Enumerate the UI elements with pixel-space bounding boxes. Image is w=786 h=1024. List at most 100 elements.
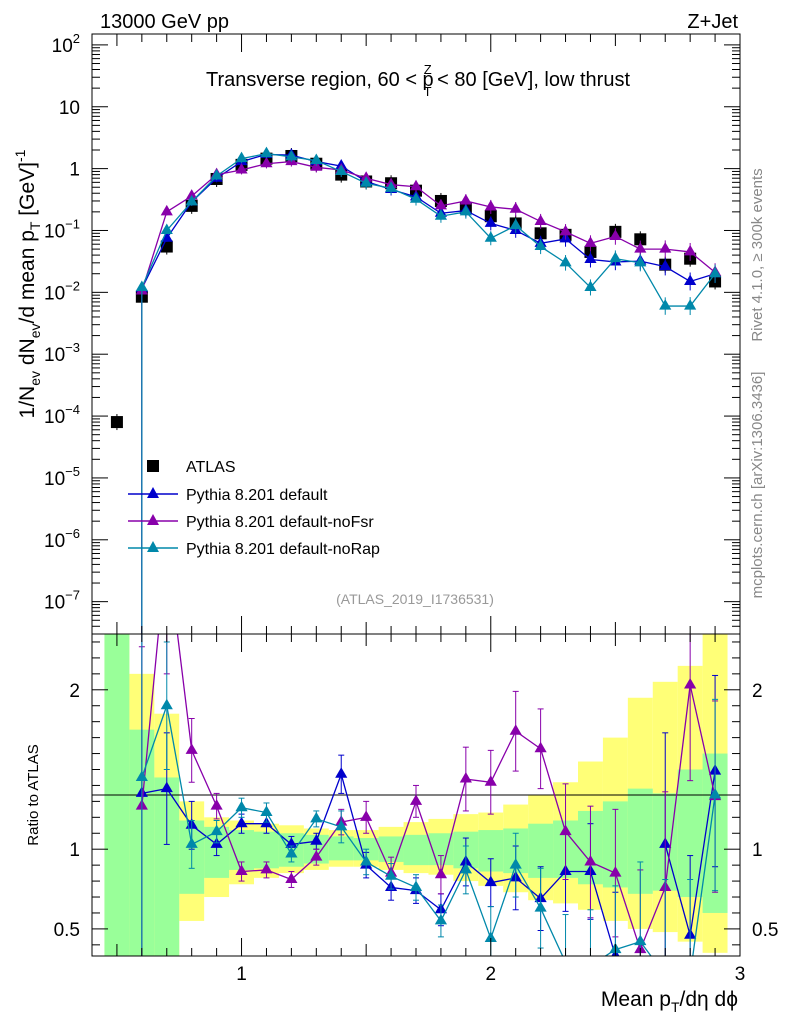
mc-data-point (584, 252, 597, 263)
ratio-data-point (534, 741, 547, 753)
mc-data-point (235, 162, 248, 174)
ratio-data-point (609, 866, 622, 877)
mc-data-point (210, 168, 223, 180)
mc-data-point (684, 244, 697, 256)
atlas-data-point (534, 227, 547, 240)
mc-data-point (684, 274, 697, 285)
mc-data-point (534, 214, 547, 225)
main-y-tick-label: 10−7 (44, 588, 80, 614)
ratio-y-tick-label-left: 1 (69, 840, 80, 861)
mc-data-point (509, 218, 522, 230)
main-y-tick-label: 10−3 (44, 340, 80, 366)
process-label: Z+Jet (687, 11, 738, 33)
ratio-data-point (434, 913, 448, 925)
legend-label-atlas: ATLAS (186, 459, 236, 476)
ratio-data-point (459, 862, 472, 874)
ratio-y-tick-label-right: 0.5 (752, 920, 778, 941)
ratio-data-point (235, 816, 248, 828)
mc-data-point (634, 255, 647, 267)
legend-marker-default (147, 487, 159, 498)
mc-data-point (160, 231, 173, 242)
plot-title-sup: Z (424, 62, 432, 77)
mc-data-point (409, 179, 423, 191)
ratio-data-point (335, 819, 348, 831)
ratio-data-point (285, 837, 298, 848)
ratio-data-point (160, 698, 173, 710)
mc-data-point (434, 209, 448, 220)
mc-data-point (659, 299, 672, 310)
ratio-data-point (260, 805, 273, 817)
legend: ATLAS Pythia 8.201 default Pythia 8.201 … (128, 459, 380, 558)
mc-data-point (484, 216, 497, 227)
mc-data-point (185, 189, 198, 200)
legend-label-norap: Pythia 8.201 default-noRap (186, 541, 380, 558)
mc-data-point (360, 176, 373, 187)
ratio-data-point (484, 775, 497, 786)
mc-data-point (559, 255, 572, 267)
ratio-data-point (484, 931, 497, 942)
mc-data-point (634, 242, 647, 253)
main-y-tick-label: 1 (69, 160, 80, 181)
ratio-data-point (360, 854, 373, 866)
mcplots-reference-label: mcplots.cern.ch [arXiv:1306.3436] (749, 372, 766, 599)
ratio-y-tick-label-right: 1 (752, 840, 763, 861)
ratio-data-point (584, 854, 597, 866)
main-y-tick-label: 10−2 (44, 278, 80, 304)
mc-data-point (384, 181, 398, 192)
legend-marker-norap (147, 541, 159, 552)
ratio-data-point (409, 794, 423, 805)
main-y-tick-label: 10−4 (44, 402, 80, 428)
ratio-data-point (235, 864, 248, 876)
mc-data-point (135, 280, 148, 291)
mc-data-point (659, 259, 672, 271)
mc-data-point (684, 299, 697, 310)
ratio-data-point (210, 824, 223, 836)
mc-data-point (235, 151, 248, 163)
mc-data-point (459, 204, 472, 216)
atlas-data-point (634, 233, 647, 246)
ratio-data-point (484, 875, 497, 887)
main-series-group (110, 146, 722, 634)
ratio-y-axis-label: Ratio to ATLAS (25, 744, 42, 845)
ratio-data-point (260, 862, 273, 874)
mc-data-point (409, 192, 423, 203)
mc-data-point (534, 239, 547, 251)
ratio-y-tick-label-left: 0.5 (54, 920, 80, 941)
ratio-band-inner (104, 634, 130, 956)
mc-data-point (584, 280, 597, 291)
ratio-data-point (534, 901, 547, 912)
mc-data-point (659, 242, 672, 253)
plot-title-pre: Transverse region, 60 < p (206, 69, 434, 91)
mc-data-point (260, 156, 273, 168)
atlas-data-point (484, 210, 497, 223)
mc-data-point (160, 204, 173, 216)
x-tick-label: 1 (236, 964, 247, 985)
plot-title-post: < 80 [GeV], low thrust (432, 69, 631, 91)
ratio-y-tick-label-right: 2 (752, 681, 763, 702)
ratio-data-point (310, 834, 323, 845)
energy-label: 13000 GeV pp (100, 11, 229, 33)
x-tick-label: 2 (485, 964, 496, 985)
mc-series-line-1 (141, 153, 716, 289)
ratio-data-point (185, 743, 198, 754)
ratio-data-point (708, 788, 722, 799)
x-tick-label: 3 (735, 964, 746, 985)
ratio-y-tick-label-left: 2 (69, 681, 80, 702)
ratio-data-point (335, 767, 348, 778)
ratio-data-point (310, 850, 323, 861)
mc-data-point (484, 199, 497, 211)
rivet-version-label: Rivet 4.1.0, ≥ 300k events (749, 168, 766, 341)
ratio-data-point (285, 872, 298, 883)
ratio-series-line-1 (141, 634, 716, 952)
ratio-data-point (384, 869, 398, 880)
ratio-data-point (565, 955, 566, 956)
plot-title-sub: T (424, 84, 432, 99)
mc-data-point (584, 236, 597, 247)
ratio-series-line-2 (141, 703, 716, 956)
mc-data-point (459, 193, 472, 205)
mc-data-point (285, 149, 298, 161)
ratio-data-point (659, 968, 671, 979)
ratio-data-point (409, 880, 423, 891)
ratio-data-point (360, 810, 373, 821)
